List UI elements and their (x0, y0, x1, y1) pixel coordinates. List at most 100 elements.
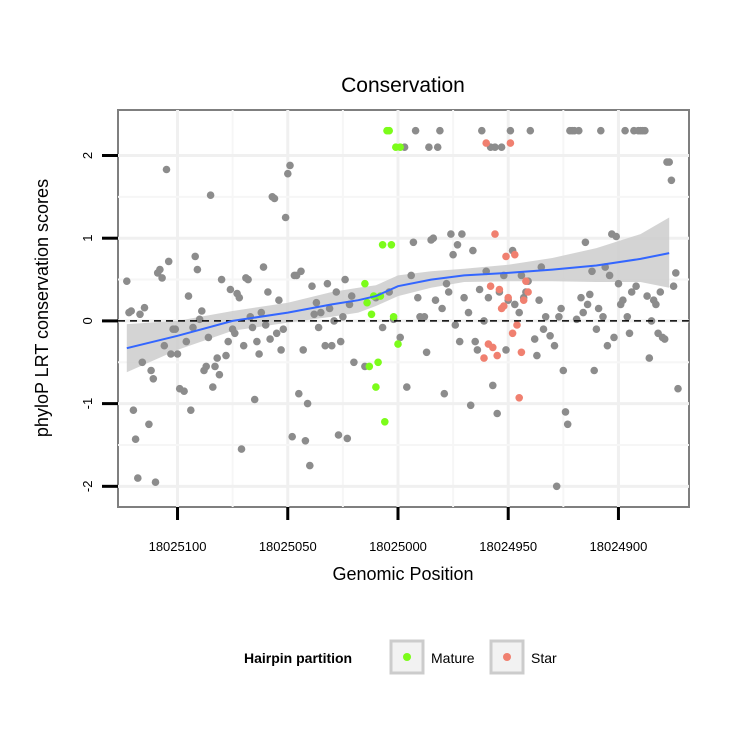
point-mature (387, 241, 396, 249)
point-other (248, 323, 257, 332)
point-other (284, 169, 292, 178)
point-other (473, 346, 482, 354)
point-other (378, 323, 387, 332)
point-other (502, 346, 510, 354)
point-other (581, 238, 590, 247)
point-other (131, 435, 140, 444)
point-other (597, 126, 605, 135)
point-mature (389, 313, 398, 321)
point-other (594, 304, 603, 313)
point-other (136, 310, 144, 319)
point-other (619, 296, 627, 305)
point-other (213, 354, 221, 362)
point-other (314, 323, 323, 332)
point-other (275, 296, 283, 305)
point-other (660, 335, 669, 343)
point-other (211, 362, 219, 371)
point-star (482, 139, 491, 147)
point-other (478, 126, 486, 135)
legend-label-mature: Mature (431, 650, 475, 666)
point-other (530, 335, 539, 343)
point-other (295, 389, 303, 398)
point-other (138, 358, 147, 367)
point-other (588, 267, 596, 276)
point-other (563, 420, 572, 429)
point-other (665, 158, 673, 166)
point-other (162, 165, 171, 174)
point-other (610, 333, 618, 342)
plot-panel (117, 109, 690, 508)
point-other (127, 307, 135, 315)
legend-marker-mature (403, 653, 411, 661)
point-other (347, 292, 356, 300)
point-other (414, 293, 422, 302)
point-other (497, 143, 506, 151)
point-other (149, 375, 158, 383)
point-other (453, 241, 462, 249)
point-other (627, 288, 636, 296)
point-other (266, 335, 274, 343)
point-other (583, 300, 592, 309)
point-other (436, 126, 444, 135)
point-other (303, 399, 312, 408)
point-other (308, 282, 316, 291)
point-other (328, 341, 336, 350)
point-other (286, 161, 294, 170)
point-other (250, 395, 259, 404)
legend-title: Hairpin partition (244, 650, 352, 666)
point-other (641, 126, 649, 135)
point-other (235, 293, 244, 302)
point-other (541, 313, 550, 321)
point-other (343, 434, 352, 443)
point-other (187, 406, 195, 415)
point-other (431, 296, 440, 305)
point-star (515, 394, 523, 402)
point-other (526, 126, 535, 135)
point-other (429, 234, 438, 242)
point-other (158, 274, 166, 282)
point-mature (378, 241, 387, 249)
point-other (575, 126, 583, 135)
point-other (231, 329, 239, 338)
legend-label-star: Star (531, 650, 557, 666)
point-star (502, 252, 510, 261)
point-other (145, 420, 153, 429)
point-star (491, 230, 499, 238)
point-other (442, 279, 451, 288)
point-other (336, 337, 345, 346)
point-other (433, 143, 442, 151)
point-mature (367, 310, 376, 319)
point-other (489, 381, 497, 390)
point-other (202, 362, 210, 371)
x-tick-label: 18025050 (259, 539, 317, 554)
point-other (134, 474, 142, 482)
point-other (484, 293, 493, 302)
point-mature (385, 126, 394, 135)
point-other (579, 308, 587, 317)
point-other (469, 246, 477, 255)
point-other (517, 271, 526, 280)
point-other (239, 341, 248, 350)
point-other (621, 126, 629, 135)
point-other (156, 265, 164, 274)
point-other (279, 325, 288, 334)
point-other (151, 478, 160, 487)
point-other (652, 300, 660, 309)
point-other (552, 482, 561, 491)
point-other (656, 288, 665, 296)
chart-title: Conservation (341, 74, 465, 97)
point-other (123, 277, 131, 286)
point-other (264, 288, 272, 296)
point-star (506, 139, 515, 147)
y-tick-label: 1 (80, 235, 95, 242)
point-other (645, 354, 654, 362)
point-other (557, 304, 565, 313)
point-other (407, 271, 416, 280)
y-axis-label: phyloP LRT conservation scores (32, 179, 52, 437)
point-mature (372, 383, 380, 391)
point-other (147, 366, 155, 375)
smooth-fit-line (126, 252, 670, 350)
point-other (350, 358, 358, 367)
point-other (403, 383, 411, 391)
data-points (123, 126, 682, 491)
